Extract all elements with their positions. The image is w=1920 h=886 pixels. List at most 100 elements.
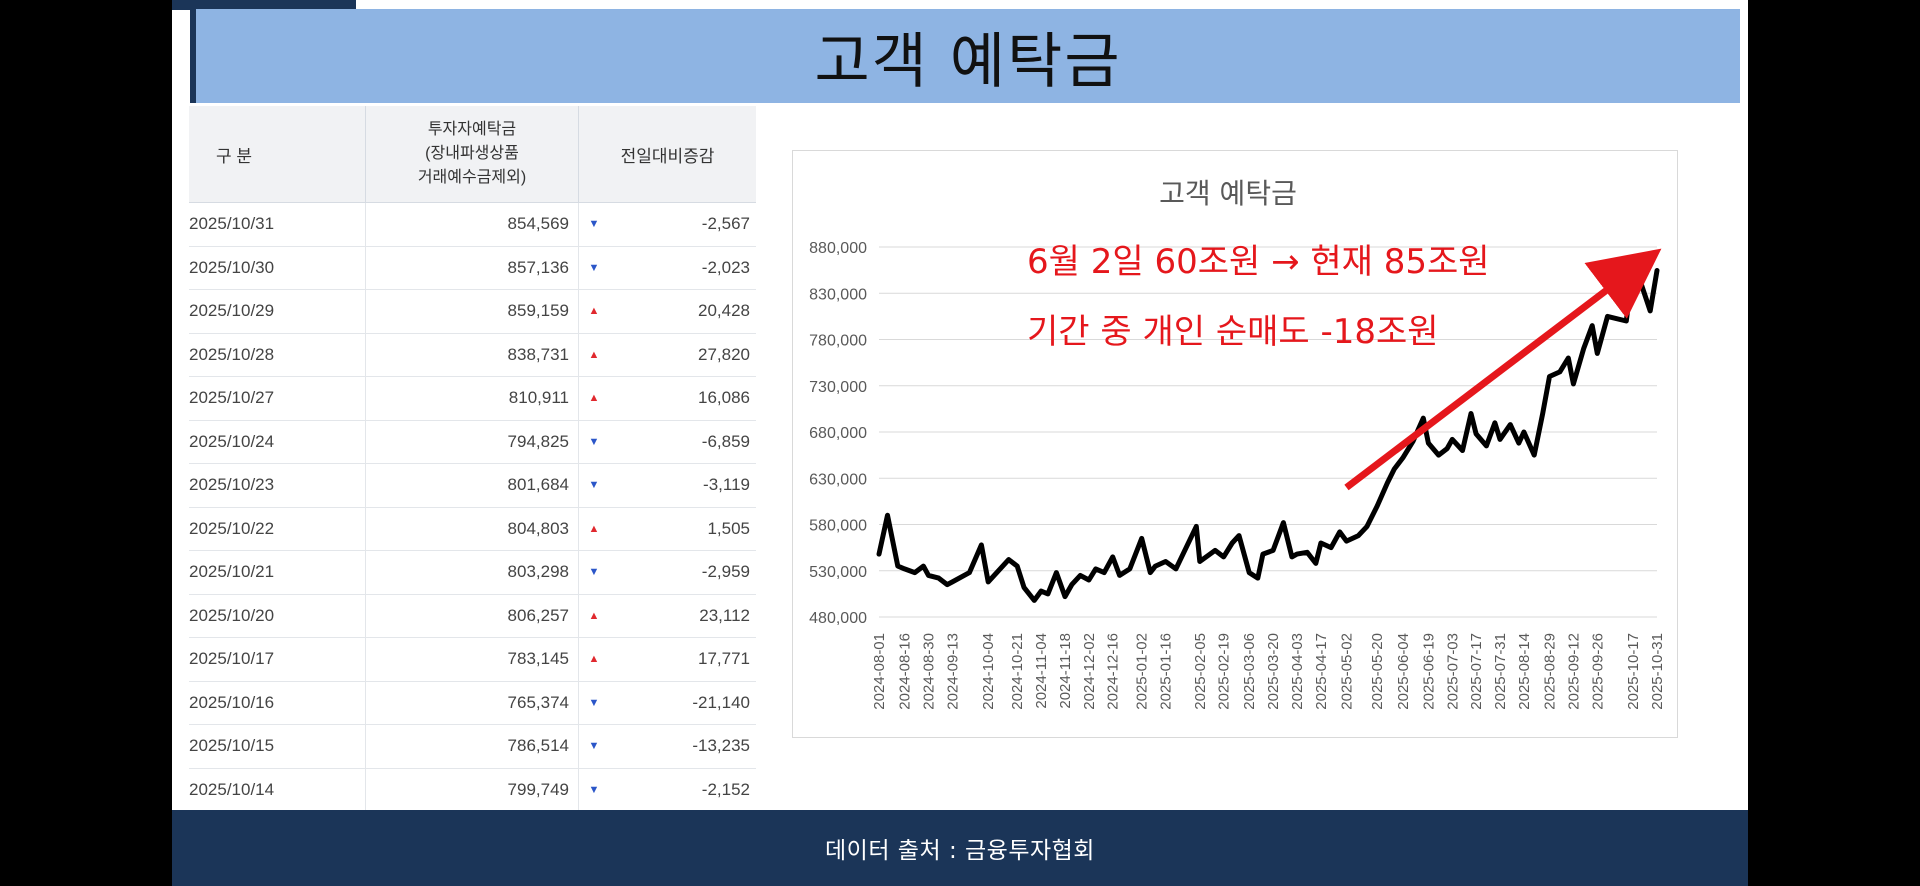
row-date: 2025/10/31 (189, 202, 366, 247)
row-date: 2025/10/23 (189, 463, 366, 508)
up-triangle-icon: ▲ (578, 289, 609, 334)
x-tick-label: 2024-10-04 (980, 633, 997, 710)
row-change: 20,428 (609, 289, 756, 334)
row-value: 801,684 (365, 463, 579, 508)
table-row: 2025/10/28 838,731 ▲ 27,820 (189, 333, 756, 377)
footer-bar: 데이터 출처 : 금융투자협회 (172, 810, 1748, 886)
row-change: -3,119 (609, 463, 756, 508)
row-date: 2025/10/28 (189, 333, 366, 377)
x-tick-label: 2025-08-29 (1542, 633, 1559, 710)
title-bar: 고객 예탁금 (190, 9, 1740, 103)
table-header-row: 구 분 투자자예탁금 (장내파생상품 거래예수금제외) 전일대비증감 (189, 106, 756, 203)
row-value: 786,514 (365, 724, 579, 769)
row-value: 799,749 (365, 768, 579, 812)
x-tick-label: 2024-08-01 (871, 633, 888, 710)
annotation-line-2: 기간 중 개인 순매도 -18조원 (1027, 312, 1439, 352)
table-row: 2025/10/24 794,825 ▼ -6,859 (189, 420, 756, 464)
x-tick-label: 2025-07-31 (1492, 633, 1509, 710)
row-change: -2,152 (609, 768, 756, 812)
deposit-line-chart: 고객 예탁금 480,000 530,000 580,000 630,000 680,00… (809, 177, 1666, 710)
chart-title: 고객 예탁금 (1159, 177, 1297, 210)
x-tick-label: 2025-10-17 (1625, 633, 1642, 710)
corner-accent (172, 0, 356, 10)
data-source: 데이터 출처 : 금융투자협회 (825, 838, 1095, 864)
header-value: 투자자예탁금 (장내파생상품 거래예수금제외) (365, 106, 579, 203)
x-tick-label: 2025-03-20 (1265, 633, 1282, 710)
row-value: 806,257 (365, 594, 579, 638)
row-change: 1,505 (609, 507, 756, 551)
x-tick-label: 2024-11-04 (1033, 633, 1050, 709)
x-tick-label: 2025-05-02 (1338, 633, 1355, 710)
x-tick-label: 2025-02-19 (1216, 633, 1233, 710)
row-date: 2025/10/17 (189, 637, 366, 682)
up-triangle-icon: ▲ (578, 637, 609, 682)
table-row: 2025/10/17 783,145 ▲ 17,771 (189, 637, 756, 682)
header-value-line3: 거래예수금제외) (417, 169, 527, 186)
x-tick-label: 2025-05-20 (1369, 633, 1386, 710)
down-triangle-icon: ▼ (578, 202, 609, 247)
row-change: 23,112 (609, 594, 756, 638)
row-value: 838,731 (365, 333, 579, 377)
y-tick-label: 530,000 (809, 564, 867, 581)
x-tick-label: 2024-12-02 (1081, 633, 1098, 710)
down-triangle-icon: ▼ (578, 463, 609, 508)
deposit-table: 구 분 투자자예탁금 (장내파생상품 거래예수금제외) 전일대비증감 2025/… (189, 106, 756, 812)
slide: 고객 예탁금 구 분 투자자예탁금 (장내파생상품 거래예수금제외) 전일대비증… (172, 0, 1748, 886)
trend-arrow (1344, 248, 1662, 491)
table-row: 2025/10/31 854,569 ▼ -2,567 (189, 202, 756, 247)
row-date: 2025/10/29 (189, 289, 366, 334)
row-date: 2025/10/15 (189, 724, 366, 769)
y-tick-label: 830,000 (809, 286, 867, 303)
table-row: 2025/10/16 765,374 ▼ -21,140 (189, 681, 756, 725)
x-tick-label: 2025-03-06 (1241, 633, 1258, 710)
row-value: 854,569 (365, 202, 579, 247)
annotation-line-1: 6월 2일 60조원 → 현재 85조원 (1027, 242, 1490, 282)
y-tick-label: 580,000 (809, 518, 867, 535)
down-triangle-icon: ▼ (578, 681, 609, 725)
x-tick-label: 2025-06-19 (1420, 633, 1437, 710)
row-change: -2,567 (609, 202, 756, 247)
x-tick-label: 2025-06-04 (1395, 633, 1412, 710)
header-date: 구 분 (189, 106, 366, 203)
row-change: 17,771 (609, 637, 756, 682)
down-triangle-icon: ▼ (578, 550, 609, 595)
table-row: 2025/10/20 806,257 ▲ 23,112 (189, 594, 756, 638)
table-row: 2025/10/14 799,749 ▼ -2,152 (189, 768, 756, 812)
down-triangle-icon: ▼ (578, 246, 609, 290)
row-value: 810,911 (365, 376, 579, 421)
x-tick-label: 2025-07-17 (1468, 633, 1485, 710)
table-row: 2025/10/29 859,159 ▲ 20,428 (189, 289, 756, 334)
table-row: 2025/10/23 801,684 ▼ -3,119 (189, 463, 756, 508)
y-tick-label: 730,000 (809, 379, 867, 396)
header-value-line1: 투자자예탁금 (427, 121, 517, 138)
down-triangle-icon: ▼ (578, 420, 609, 464)
row-change: -13,235 (609, 724, 756, 769)
row-change: -6,859 (609, 420, 756, 464)
y-tick-label: 480,000 (809, 610, 867, 627)
table-row: 2025/10/30 857,136 ▼ -2,023 (189, 246, 756, 290)
header-change: 전일대비증감 (578, 106, 756, 203)
y-tick-label: 680,000 (809, 425, 867, 442)
row-value: 765,374 (365, 681, 579, 725)
row-date: 2025/10/22 (189, 507, 366, 551)
down-triangle-icon: ▼ (578, 724, 609, 769)
row-value: 804,803 (365, 507, 579, 551)
up-triangle-icon: ▲ (578, 507, 609, 551)
x-tick-label: 2024-12-16 (1105, 633, 1122, 710)
row-value: 859,159 (365, 289, 579, 334)
x-tick-label: 2024-08-30 (920, 633, 937, 710)
x-tick-label: 2024-11-18 (1057, 633, 1074, 709)
row-date: 2025/10/21 (189, 550, 366, 595)
row-value: 794,825 (365, 420, 579, 464)
row-value: 783,145 (365, 637, 579, 682)
table-row: 2025/10/21 803,298 ▼ -2,959 (189, 550, 756, 595)
row-date: 2025/10/14 (189, 768, 366, 812)
y-tick-label: 780,000 (809, 333, 867, 350)
x-tick-label: 2025-10-31 (1649, 633, 1666, 710)
row-date: 2025/10/27 (189, 376, 366, 421)
slide-title: 고객 예탁금 (814, 26, 1122, 97)
x-tick-label: 2024-09-13 (944, 633, 961, 710)
row-value: 857,136 (365, 246, 579, 290)
row-change: -2,959 (609, 550, 756, 595)
down-triangle-icon: ▼ (578, 768, 609, 812)
